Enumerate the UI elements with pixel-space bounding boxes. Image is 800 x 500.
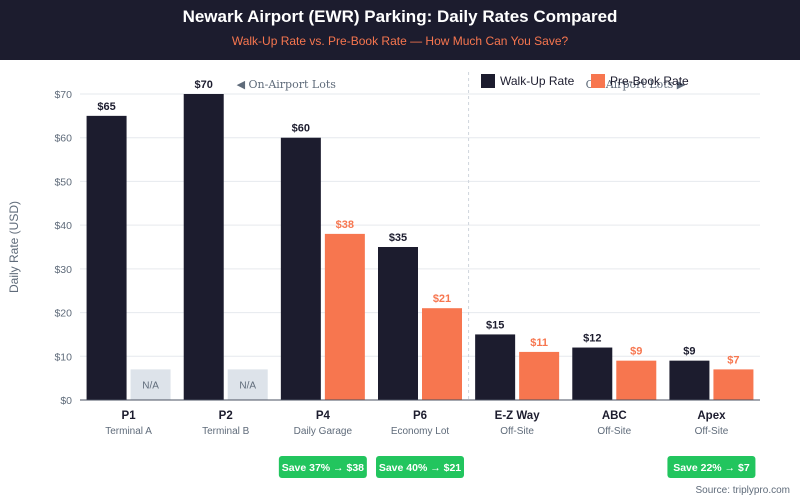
prebook-value-label: $11 bbox=[530, 337, 548, 349]
bar-chart: $0 $10 $20 $30 $40 $50 $60 $70 Daily Rate (USD) ◀… bbox=[7, 72, 760, 478]
y-tick-label: $50 bbox=[54, 176, 72, 188]
walkup-bar bbox=[280, 137, 321, 400]
walkup-value-label: $12 bbox=[583, 333, 601, 345]
walkup-bar bbox=[86, 115, 127, 400]
legend-walkup-swatch bbox=[481, 74, 495, 88]
walkup-value-label: $60 bbox=[292, 123, 310, 135]
y-tick-label: $40 bbox=[54, 220, 72, 232]
source-note: Source: triplypro.com bbox=[695, 485, 790, 496]
prebook-na-placeholder bbox=[130, 369, 171, 400]
walkup-value-label: $65 bbox=[97, 101, 115, 113]
y-tick-label: $10 bbox=[54, 351, 72, 363]
category-sublabel: Economy Lot bbox=[391, 426, 450, 437]
on-airport-annotation: ◀ On-Airport Lots bbox=[237, 78, 337, 91]
walkup-value-label: $35 bbox=[389, 232, 407, 244]
prebook-na-placeholder bbox=[227, 369, 268, 400]
y-axis-label: Daily Rate (USD) bbox=[7, 201, 21, 293]
savings-badge bbox=[376, 456, 464, 478]
prebook-value-label: $21 bbox=[433, 293, 451, 305]
walkup-bar bbox=[183, 94, 224, 400]
prebook-value-label: $38 bbox=[336, 219, 354, 231]
savings-badge bbox=[278, 456, 367, 478]
savings-badge bbox=[667, 456, 756, 478]
walkup-bar bbox=[572, 347, 613, 400]
off-airport-annotation: Off-Airport Lots ▶ bbox=[586, 78, 686, 91]
chart-header: Newark Airport (EWR) Parking: Daily Rate… bbox=[0, 0, 800, 60]
walkup-value-label: $70 bbox=[195, 79, 213, 91]
prebook-bar bbox=[422, 308, 462, 400]
y-tick-label: $0 bbox=[60, 395, 72, 407]
category-label: Apex bbox=[697, 410, 726, 422]
prebook-bar bbox=[713, 369, 754, 400]
prebook-bar bbox=[324, 233, 365, 400]
legend-prebook-swatch bbox=[591, 74, 605, 88]
y-tick-label: $60 bbox=[54, 133, 72, 145]
chart-subtitle: Walk-Up Rate vs. Pre-Book Rate — How Muc… bbox=[231, 34, 569, 48]
walkup-value-label: $9 bbox=[683, 346, 695, 358]
prebook-na-label: N/A bbox=[142, 381, 159, 392]
category-sublabel: Off-Site bbox=[597, 426, 631, 437]
walkup-bar bbox=[475, 334, 516, 400]
savings-badge-text: Save 22% → $7 bbox=[673, 462, 750, 474]
prebook-value-label: $9 bbox=[630, 346, 642, 358]
category-label: P2 bbox=[219, 410, 233, 422]
prebook-bar bbox=[616, 360, 657, 400]
y-tick-label: $70 bbox=[54, 89, 72, 101]
savings-badge-text: Save 40% → $21 bbox=[379, 462, 461, 474]
prebook-bar bbox=[519, 351, 560, 400]
prebook-na-label: N/A bbox=[239, 381, 256, 392]
category-label: P6 bbox=[413, 410, 427, 422]
category-sublabel: Terminal A bbox=[105, 426, 152, 437]
savings-badge-text: Save 37% → $38 bbox=[282, 462, 364, 474]
category-label: E-Z Way bbox=[495, 410, 541, 422]
legend-walkup-label: Walk-Up Rate bbox=[500, 74, 575, 88]
prebook-value-label: $7 bbox=[727, 354, 739, 366]
category-sublabel: Off-Site bbox=[695, 426, 729, 437]
category-label: ABC bbox=[602, 410, 627, 422]
category-label: P4 bbox=[316, 410, 331, 422]
chart-title: Newark Airport (EWR) Parking: Daily Rate… bbox=[182, 7, 618, 26]
y-tick-label: $30 bbox=[54, 264, 72, 276]
walkup-bar bbox=[669, 360, 710, 400]
category-sublabel: Terminal B bbox=[202, 426, 250, 437]
y-tick-label: $20 bbox=[54, 308, 72, 320]
category-label: P1 bbox=[122, 410, 137, 422]
walkup-value-label: $15 bbox=[486, 319, 504, 331]
category-sublabel: Daily Garage bbox=[294, 426, 353, 437]
legend-prebook-label: Pre-Book Rate bbox=[610, 74, 689, 88]
walkup-bar bbox=[378, 247, 418, 400]
category-sublabel: Off-Site bbox=[500, 426, 534, 437]
